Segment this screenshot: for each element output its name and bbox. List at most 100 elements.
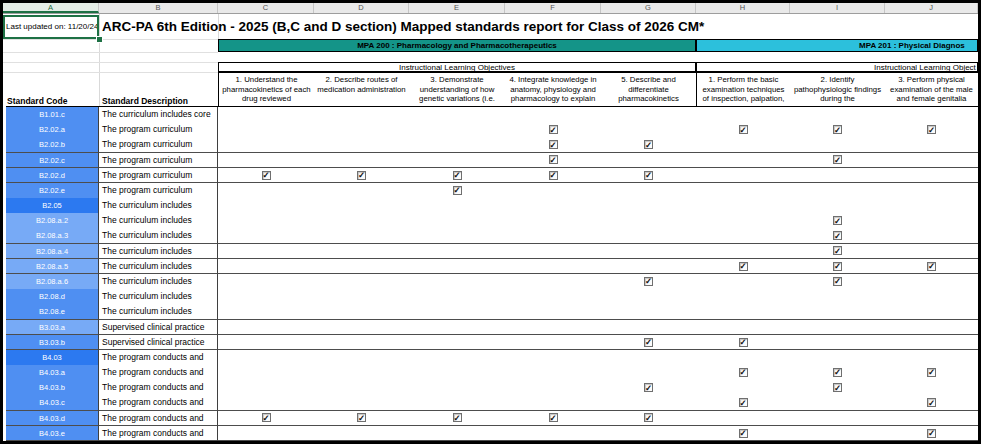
cell-J-B2.08.a.4[interactable] [885,244,979,260]
description-cell-B2.08.a.4[interactable]: The curriculum includes [99,244,218,260]
cell-C-B2.02.d[interactable]: ✓ [218,168,315,184]
cell-I-B2.05[interactable] [790,198,886,214]
checkbox-E-B2.02.e[interactable]: ✓ [453,186,462,195]
cell-H-B1.01.c[interactable] [696,107,791,123]
cell-G-B2.08.a.4[interactable] [601,244,697,260]
code-cell-B2.02.a[interactable]: B2.02.a [6,122,99,138]
cell-E-B4.03[interactable] [409,350,506,366]
code-cell-B2.08.a.2[interactable]: B2.08.a.2 [6,213,99,229]
checkbox-I-B2.08.a.2[interactable]: ✓ [833,216,842,225]
cell-C-B2.08.a.6[interactable] [218,274,315,290]
cell-J-B4.03.b[interactable] [885,380,979,396]
description-cell-B2.02.d[interactable]: The program curriculum [99,168,218,184]
objective-header-C[interactable]: 1. Understand the pharmacokinetics of ea… [218,72,315,107]
cell-D-B2.08.a.3[interactable] [314,228,410,244]
cell-H-B2.08.a.4[interactable] [696,244,791,260]
column-header-E[interactable]: E [409,3,505,13]
cell-G-B2.08.a.6[interactable]: ✓ [601,274,697,290]
code-cell-B2.02.e[interactable]: B2.02.e [6,183,99,199]
description-cell-B3.03.a[interactable]: Supervised clinical practice [99,320,218,336]
cell-F-B2.08.d[interactable] [505,289,602,305]
checkbox-J-B4.03.a[interactable]: ✓ [927,368,936,377]
cell-G-B2.08.a.3[interactable] [601,228,697,244]
cell-G-B2.08.a.2[interactable] [601,213,697,229]
cell-I-B4.03.a[interactable]: ✓ [790,365,886,381]
code-cell-B2.08.a.5[interactable]: B2.08.a.5 [6,259,99,275]
cell-H-B2.05[interactable] [696,198,791,214]
cell-F-B4.03.b[interactable] [505,380,602,396]
column-header-G[interactable]: G [601,3,696,13]
code-cell-B4.03.d[interactable]: B4.03.d [6,411,99,427]
cell-E-B2.02.a[interactable] [409,122,506,138]
cell-I-B2.08.a.2[interactable]: ✓ [790,213,886,229]
cell-E-B4.03.b[interactable] [409,380,506,396]
objective-header-I[interactable]: 2. Identify pathophysiologic findings du… [790,72,886,107]
cell-H-B4.03.b[interactable] [696,380,791,396]
description-cell-B2.02.b[interactable]: The program curriculum [99,137,218,153]
cell-F-B2.08.a.2[interactable] [505,213,602,229]
column-header-F[interactable]: F [505,3,601,13]
code-cell-B2.08.a.3[interactable]: B2.08.a.3 [6,228,99,244]
cell-D-B3.03.b[interactable] [314,335,410,351]
description-cell-B4.03.d[interactable]: The program conducts and [99,411,218,427]
cell-G-B1.01.c[interactable] [601,107,697,123]
cell-H-B2.02.e[interactable] [696,183,791,199]
fill-handle[interactable] [96,36,103,43]
description-cell-B4.03.b[interactable]: The program conducts and [99,380,218,396]
code-cell-B2.05[interactable]: B2.05 [6,198,99,214]
cell-D-B4.03.b[interactable] [314,380,410,396]
column-header-A[interactable]: A [3,3,99,13]
cell-E-B4.03.c[interactable] [409,395,506,411]
cell-J-B4.03.c[interactable]: ✓ [885,395,979,411]
checkbox-G-B4.03.b[interactable]: ✓ [644,383,653,392]
objective-header-F[interactable]: 4. Integrate knowledge in anatomy, physi… [505,72,602,107]
cell-F-B2.02.e[interactable] [505,183,602,199]
cell-D-B2.02.e[interactable] [314,183,410,199]
cell-H-B4.03.d[interactable] [696,411,791,427]
column-header-J[interactable]: J [885,3,978,13]
cell-G-B2.05[interactable] [601,198,697,214]
cell-I-B4.03.d[interactable] [790,411,886,427]
cell-C-B2.08.a.4[interactable] [218,244,315,260]
cell-G-B4.03[interactable] [601,350,697,366]
cell-J-B2.08.a.5[interactable]: ✓ [885,259,979,275]
cell-C-B2.02.e[interactable] [218,183,315,199]
checkbox-G-B3.03.b[interactable]: ✓ [644,338,653,347]
cell-J-B2.08.e[interactable] [885,304,979,320]
cell-C-B4.03.a[interactable] [218,365,315,381]
cell-C-B2.08.a.2[interactable] [218,213,315,229]
description-cell-B2.05[interactable]: The curriculum includes [99,198,218,214]
cell-J-B2.08.a.6[interactable] [885,274,979,290]
code-cell-B3.03.b[interactable]: B3.03.b [6,335,99,351]
objective-header-E[interactable]: 3. Demonstrate understanding of how gene… [409,72,506,107]
column-header-C[interactable]: C [218,3,314,13]
description-cell-B2.08.e[interactable]: The curriculum includes [99,304,218,320]
cell-C-B4.03.e[interactable] [218,426,315,442]
checkbox-I-B2.08.a.4[interactable]: ✓ [833,246,842,255]
cell-E-B2.08.d[interactable] [409,289,506,305]
description-cell-B3.03.b[interactable]: Supervised clinical practice [99,335,218,351]
cell-D-B4.03.e[interactable] [314,426,410,442]
cell-H-B4.03.c[interactable]: ✓ [696,395,791,411]
cell-H-B4.03[interactable] [696,350,791,366]
checkbox-I-B4.03.b[interactable]: ✓ [833,383,842,392]
cell-F-B2.02.a[interactable]: ✓ [505,122,602,138]
code-cell-B4.03.a[interactable]: B4.03.a [6,365,99,381]
cell-I-B2.02.c[interactable]: ✓ [790,153,886,169]
cell-D-B2.08.a.2[interactable] [314,213,410,229]
code-cell-B2.02.d[interactable]: B2.02.d [6,168,99,184]
cell-C-B3.03.b[interactable] [218,335,315,351]
checkbox-F-B2.02.c[interactable]: ✓ [549,155,558,164]
cell-F-B3.03.a[interactable] [505,320,602,336]
cell-H-B4.03.e[interactable]: ✓ [696,426,791,442]
cell-I-B4.03.e[interactable] [790,426,886,442]
cell-C-B2.08.e[interactable] [218,304,315,320]
cell-H-B2.08.d[interactable] [696,289,791,305]
description-cell-B2.08.a.2[interactable]: The curriculum includes [99,213,218,229]
cell-F-B4.03.e[interactable] [505,426,602,442]
cell-E-B2.08.a.6[interactable] [409,274,506,290]
column-header-D[interactable]: D [314,3,409,13]
cell-H-B2.08.a.3[interactable] [696,228,791,244]
code-cell-B1.01.c[interactable]: B1.01.c [6,107,99,123]
checkbox-G-B2.02.d[interactable]: ✓ [644,171,653,180]
